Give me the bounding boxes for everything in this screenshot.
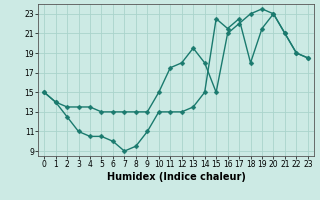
X-axis label: Humidex (Indice chaleur): Humidex (Indice chaleur) [107, 172, 245, 182]
